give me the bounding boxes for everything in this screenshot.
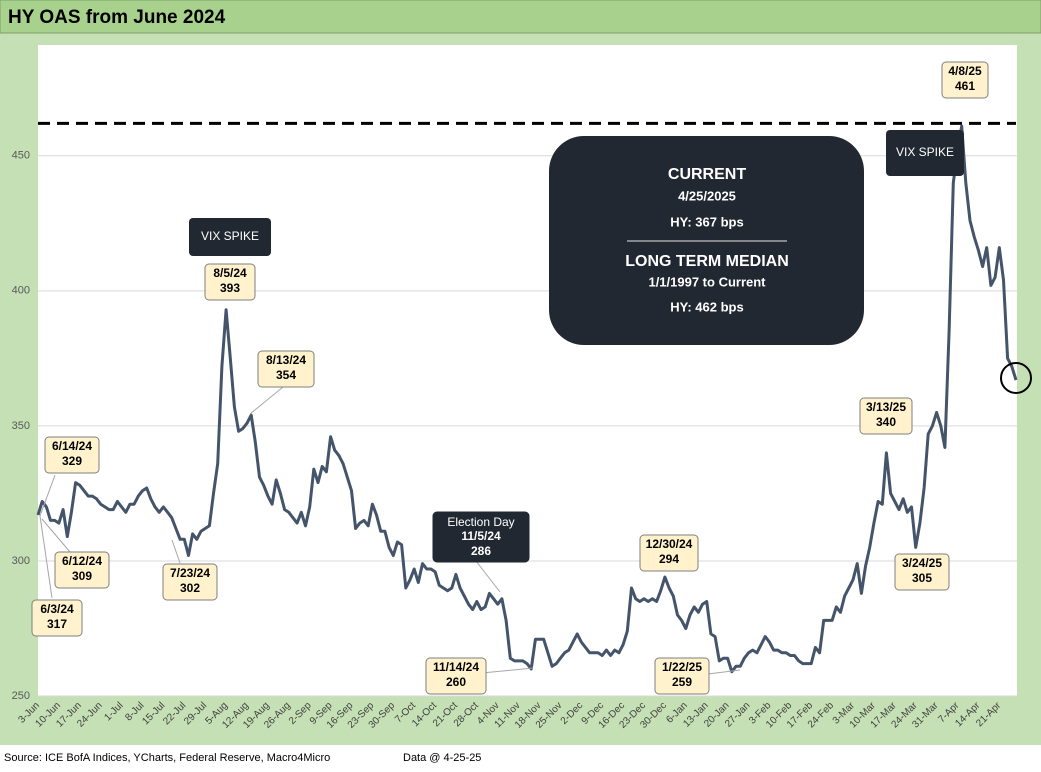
annotation-box [425, 657, 487, 695]
annotation-date: 6/14/24 [52, 439, 92, 453]
annotation-box [654, 657, 710, 695]
annotation-box [44, 436, 100, 474]
annotation-value: 340 [876, 415, 896, 429]
annotation-date: 4/8/25 [948, 64, 982, 78]
annotation-date: 3/13/25 [866, 400, 906, 414]
annotation-value: 317 [47, 617, 67, 631]
leader-line [171, 539, 181, 564]
annotation-date: 8/5/24 [213, 266, 247, 280]
info-text: LONG TERM MEDIAN [625, 253, 789, 270]
y-tick-label: 450 [12, 150, 30, 162]
info-text: HY: 367 bps [670, 214, 743, 229]
leader-line [475, 560, 501, 593]
data-line [36, 124, 1018, 674]
annotation-box [257, 350, 315, 388]
annotation-value: 309 [72, 569, 92, 583]
y-tick-label: 400 [12, 285, 30, 297]
annotation-value: 329 [62, 454, 82, 468]
annotation-box [859, 397, 913, 435]
leader-line [249, 386, 284, 415]
callout-box [189, 218, 271, 256]
annotation-date: 6/3/24 [40, 602, 74, 616]
info-text: 4/25/2025 [678, 188, 736, 203]
current-marker [1000, 361, 1032, 394]
annotation-box [54, 551, 110, 589]
title-bar [0, 0, 1041, 34]
annotation-note: Election Day [447, 515, 514, 529]
annotation-value: 286 [471, 544, 491, 558]
y-tick-label: 350 [12, 420, 30, 432]
leader-line [481, 667, 534, 674]
callout-text: VIX SPIKE [201, 229, 259, 243]
info-text: HY: 462 bps [670, 299, 743, 314]
annotation-date: 7/23/24 [170, 566, 210, 580]
y-tick-label: 250 [12, 690, 30, 702]
annotation-date: 3/24/25 [902, 556, 942, 570]
annotation-value: 294 [659, 552, 679, 566]
annotation-value: 354 [276, 368, 296, 382]
annotation-box [31, 599, 83, 637]
leader-line [39, 474, 56, 517]
event-box [432, 511, 530, 563]
leader-line [707, 669, 741, 675]
annotation-box [639, 534, 699, 572]
y-tick-label: 300 [12, 555, 30, 567]
annotation-value: 259 [672, 675, 692, 689]
leader-line [41, 518, 71, 553]
annotation-box [941, 61, 989, 99]
annotation-box [894, 553, 950, 591]
annotation-box [204, 263, 256, 301]
source: Source: ICE BofA Indices, YCharts, Feder… [4, 752, 330, 764]
annotation-value: 393 [220, 281, 240, 295]
info-text: CURRENT [668, 166, 746, 183]
chart-title: HY OAS from June 2024 [8, 7, 226, 28]
annotation-date: 8/13/24 [266, 353, 306, 367]
annotation-date: 6/12/24 [62, 554, 102, 568]
annotation-date: 11/14/24 [433, 660, 479, 674]
annotation-date: 1/22/25 [662, 660, 702, 674]
annotation-date: 12/30/24 [646, 537, 693, 551]
annotation-value: 260 [446, 675, 466, 689]
callout-box [886, 130, 964, 176]
info-text: 1/1/1997 to Current [648, 274, 766, 289]
footer-bg [0, 745, 1041, 772]
callout-text: VIX SPIKE [896, 145, 954, 159]
annotation-value: 302 [180, 581, 200, 595]
annotation-value: 305 [912, 571, 932, 585]
annotation-value: 461 [955, 79, 975, 93]
leader-line [39, 515, 53, 599]
annotation-box [162, 563, 218, 601]
annotation-date: 11/5/24 [461, 529, 501, 543]
data-note: Data @ 4-25-25 [403, 752, 481, 764]
